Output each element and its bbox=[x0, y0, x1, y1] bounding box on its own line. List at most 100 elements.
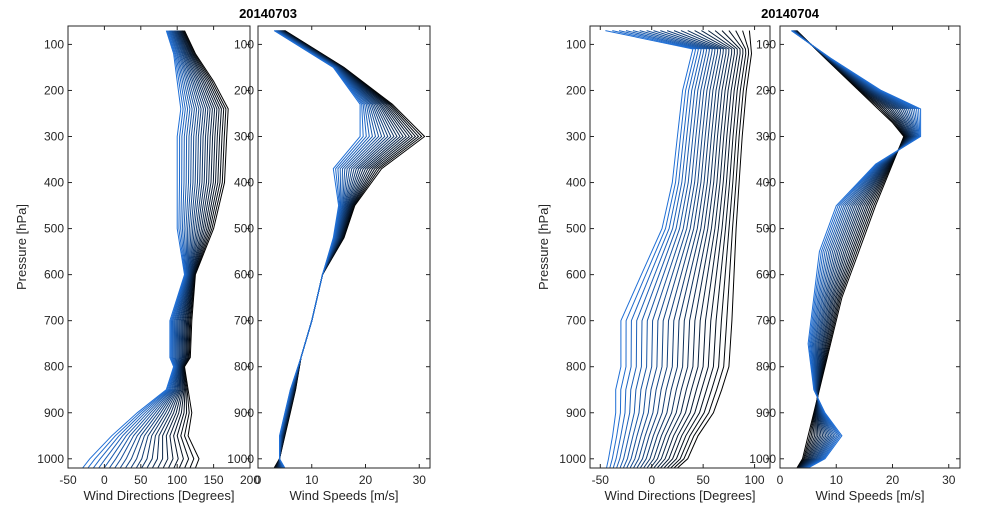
x-tick-label: 150 bbox=[204, 473, 224, 487]
series-line bbox=[794, 30, 910, 468]
x-tick-label: 0 bbox=[101, 473, 108, 487]
series-line bbox=[670, 30, 747, 468]
y-tick-label: 400 bbox=[44, 176, 64, 190]
series-line bbox=[276, 30, 410, 468]
y-tick-label: 700 bbox=[566, 314, 586, 328]
series-lines bbox=[82, 30, 229, 468]
series-line bbox=[274, 30, 423, 468]
series-line bbox=[82, 30, 186, 468]
series-line bbox=[108, 30, 193, 468]
y-tick-label: 700 bbox=[756, 314, 776, 328]
series-line bbox=[141, 30, 207, 468]
series-line bbox=[157, 30, 213, 468]
series-line bbox=[791, 30, 920, 468]
y-axis-label: Pressure [hPa] bbox=[14, 204, 29, 290]
y-axis-label: Pressure [hPa] bbox=[536, 204, 551, 290]
wind-direction-panel-20140704: 100 200 300 400 500 600 700 800 900 1000 -50 0 50 100… bbox=[536, 25, 771, 503]
series-line bbox=[275, 30, 417, 468]
y-tick-label: 1000 bbox=[559, 452, 586, 466]
series-line bbox=[793, 30, 914, 468]
series-line bbox=[793, 30, 915, 468]
x-axis-label: Wind Speeds [m/s] bbox=[815, 488, 924, 503]
series-line bbox=[274, 30, 364, 468]
series-line bbox=[791, 30, 919, 468]
series-lines bbox=[605, 30, 753, 468]
series-line bbox=[629, 30, 713, 468]
y-tick-label: 400 bbox=[566, 176, 586, 190]
x-axis-label: Wind Speeds [m/s] bbox=[289, 488, 398, 503]
x-axis-label: Wind Directions [Degrees] bbox=[605, 488, 756, 503]
series-line bbox=[619, 30, 705, 468]
series-line bbox=[92, 30, 187, 468]
series-line bbox=[636, 30, 719, 468]
series-line bbox=[616, 30, 702, 468]
series-line bbox=[114, 30, 195, 468]
y-tick-label: 1000 bbox=[227, 452, 254, 466]
series-line bbox=[795, 30, 909, 468]
series-line bbox=[791, 30, 921, 468]
series-line bbox=[277, 30, 404, 468]
x-tick-label: 10 bbox=[830, 473, 844, 487]
series-line bbox=[605, 30, 694, 468]
series-line bbox=[98, 30, 189, 468]
axes-frame bbox=[67, 25, 251, 469]
y-tick-label: 500 bbox=[234, 222, 254, 236]
x-tick-label: 0 bbox=[255, 473, 262, 487]
x-tick-label: 200 bbox=[240, 473, 260, 487]
series-line bbox=[119, 30, 198, 468]
series-line bbox=[273, 30, 426, 468]
y-tick-label: 400 bbox=[234, 176, 254, 190]
series-line bbox=[794, 30, 911, 468]
y-tick-label: 600 bbox=[44, 268, 64, 282]
x-tick-label: 10 bbox=[305, 473, 319, 487]
y-tick-label: 900 bbox=[234, 406, 254, 420]
y-tick-label: 300 bbox=[756, 130, 776, 144]
y-tick-label: 300 bbox=[566, 130, 586, 144]
series-line bbox=[643, 30, 724, 468]
series-line bbox=[130, 30, 202, 468]
x-tick-label: 50 bbox=[134, 473, 148, 487]
series-line bbox=[151, 30, 211, 468]
y-tick-label: 800 bbox=[756, 360, 776, 374]
y-tick-label: 200 bbox=[566, 83, 586, 97]
y-tick-label: 800 bbox=[566, 360, 586, 374]
series-line bbox=[792, 30, 918, 468]
x-tick-label: 50 bbox=[696, 473, 710, 487]
series-line bbox=[626, 30, 711, 468]
y-tick-label: 600 bbox=[234, 268, 254, 282]
x-tick-label: 0 bbox=[777, 473, 784, 487]
x-tick-label: 100 bbox=[167, 473, 187, 487]
series-line bbox=[183, 30, 227, 468]
x-tick-label: 20 bbox=[886, 473, 900, 487]
series-line bbox=[173, 30, 220, 468]
y-tick-label: 300 bbox=[44, 130, 64, 144]
series-line bbox=[612, 30, 699, 468]
series-line bbox=[795, 30, 907, 468]
series-line bbox=[653, 30, 733, 468]
series-line bbox=[146, 30, 209, 468]
y-tick-label: 200 bbox=[44, 83, 64, 97]
series-line bbox=[794, 30, 910, 468]
series-line bbox=[673, 30, 750, 468]
x-tick-label: 30 bbox=[413, 473, 427, 487]
x-tick-label: -50 bbox=[592, 473, 610, 487]
series-line bbox=[639, 30, 722, 468]
series-line bbox=[622, 30, 708, 468]
series-line bbox=[633, 30, 716, 468]
y-tick-label: 200 bbox=[756, 83, 776, 97]
axes-frame bbox=[589, 25, 771, 469]
series-line bbox=[656, 30, 735, 468]
series-lines bbox=[273, 30, 426, 468]
series-line bbox=[793, 30, 914, 468]
y-tick-label: 500 bbox=[566, 222, 586, 236]
series-line bbox=[795, 30, 906, 468]
series-line bbox=[663, 30, 741, 468]
series-line bbox=[792, 30, 918, 468]
y-tick-label: 400 bbox=[756, 176, 776, 190]
series-line bbox=[660, 30, 738, 468]
y-tick-label: 600 bbox=[756, 268, 776, 282]
y-tick-label: 800 bbox=[44, 360, 64, 374]
series-line bbox=[792, 30, 916, 468]
